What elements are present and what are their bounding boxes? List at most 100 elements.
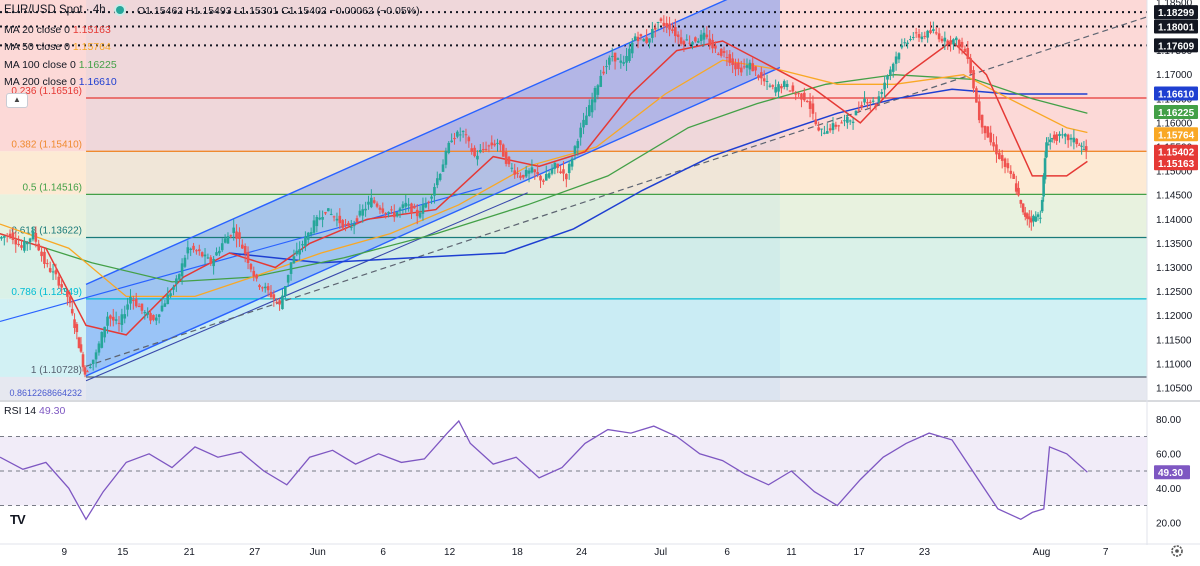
candle-body xyxy=(840,122,843,123)
candle-body xyxy=(304,236,307,246)
candle-body xyxy=(941,39,944,41)
candle-body xyxy=(456,132,459,137)
candle-body xyxy=(1075,139,1078,144)
candle-body xyxy=(82,354,85,367)
candle-body xyxy=(1055,134,1058,141)
collapse-legend-button[interactable]: ▲ xyxy=(6,93,28,108)
fib-top-label: 0.8612268664232 xyxy=(9,388,82,398)
ma50-legend[interactable]: MA 50 close 0 1.15764 xyxy=(4,41,111,53)
candle-body xyxy=(987,126,990,137)
candle-body xyxy=(382,208,385,212)
candle-body xyxy=(436,178,439,185)
candle-body xyxy=(321,217,324,220)
candle-body xyxy=(602,72,605,74)
candle-body xyxy=(447,143,450,153)
candle-body xyxy=(138,306,141,307)
candle-body xyxy=(419,213,422,218)
candle-body xyxy=(903,42,906,43)
ma20-label: MA 20 close 0 xyxy=(4,24,70,36)
candle-body xyxy=(964,49,967,52)
candle-body xyxy=(442,164,445,171)
time-tick-label: 6 xyxy=(724,547,730,558)
candle-body xyxy=(55,270,58,274)
candle-body xyxy=(706,35,709,38)
candle-body xyxy=(71,309,74,313)
ma100-legend[interactable]: MA 100 close 0 1.16225 xyxy=(4,59,117,71)
candle-body xyxy=(6,235,9,236)
candle-body xyxy=(390,209,393,210)
candle-body xyxy=(923,36,926,37)
candle-body xyxy=(763,78,766,81)
candle-body xyxy=(605,66,608,67)
candle-body xyxy=(683,41,686,45)
candle-body xyxy=(823,133,826,134)
candle-body xyxy=(511,168,514,169)
ma200-value: 1.16610 xyxy=(79,76,117,88)
candle-body xyxy=(1037,214,1040,217)
candle-body xyxy=(121,314,124,325)
candle-body xyxy=(826,131,829,134)
candle-body xyxy=(711,40,714,48)
candle-body xyxy=(1070,138,1073,140)
rsi-title-value: 49.30 xyxy=(39,405,65,417)
candle-body xyxy=(212,259,215,266)
candle-body xyxy=(275,302,278,303)
candle-body xyxy=(224,239,227,243)
candle-body xyxy=(533,169,536,172)
candle-body xyxy=(364,209,367,211)
ma20-legend[interactable]: MA 20 close 0 1.15163 xyxy=(4,24,111,36)
candle-body xyxy=(949,40,952,44)
time-tick-label: 12 xyxy=(444,547,456,558)
fib-label-3: 0.618 (1.13622) xyxy=(11,225,82,236)
candle-body xyxy=(129,297,132,304)
candle-body xyxy=(350,227,353,228)
candle-body xyxy=(883,83,886,90)
rsi-title: RSI 14 49.30 xyxy=(4,405,65,417)
candle-body xyxy=(998,153,1001,159)
candle-body xyxy=(789,91,792,92)
candle-body xyxy=(396,212,399,216)
candle-body xyxy=(714,45,717,48)
candle-body xyxy=(330,214,333,215)
candle-body xyxy=(858,110,861,111)
candle-body xyxy=(984,126,987,133)
candle-body xyxy=(195,250,198,251)
candle-body xyxy=(531,167,534,172)
live-status-icon xyxy=(116,6,124,14)
candle-body xyxy=(267,286,270,290)
candle-body xyxy=(462,131,465,132)
ma200-label: MA 200 close 0 xyxy=(4,76,76,88)
candle-body xyxy=(307,233,310,240)
candle-body xyxy=(892,64,895,72)
candle-body xyxy=(556,164,559,168)
candle-body xyxy=(843,120,846,121)
candle-body xyxy=(591,99,594,112)
candle-body xyxy=(0,237,3,239)
candle-body xyxy=(620,61,623,63)
candle-body xyxy=(410,204,413,214)
candle-body xyxy=(774,87,777,92)
symbol-header[interactable]: EUR/USD Spot · 4h xyxy=(4,4,124,16)
candle-body xyxy=(232,228,235,233)
candle-body xyxy=(921,37,924,40)
candle-body xyxy=(192,246,195,250)
candle-body xyxy=(66,291,69,297)
candle-body xyxy=(574,146,577,154)
ma200-legend[interactable]: MA 200 close 0 1.16610 xyxy=(4,76,117,88)
candle-body xyxy=(46,263,49,264)
fib-label-5: 1 (1.10728) xyxy=(31,365,82,376)
candle-body xyxy=(817,127,820,130)
candle-body xyxy=(118,323,121,324)
candle-body xyxy=(508,157,511,165)
candle-body xyxy=(969,58,972,73)
price-badge-label: 1.16610 xyxy=(1158,89,1195,100)
candle-body xyxy=(164,303,167,306)
candle-body xyxy=(453,138,456,139)
candle-body xyxy=(407,204,410,205)
candle-body xyxy=(855,111,858,115)
candle-body xyxy=(293,256,296,263)
candle-body xyxy=(978,101,981,120)
candle-body xyxy=(356,218,359,222)
time-tick-label: 18 xyxy=(512,547,524,558)
